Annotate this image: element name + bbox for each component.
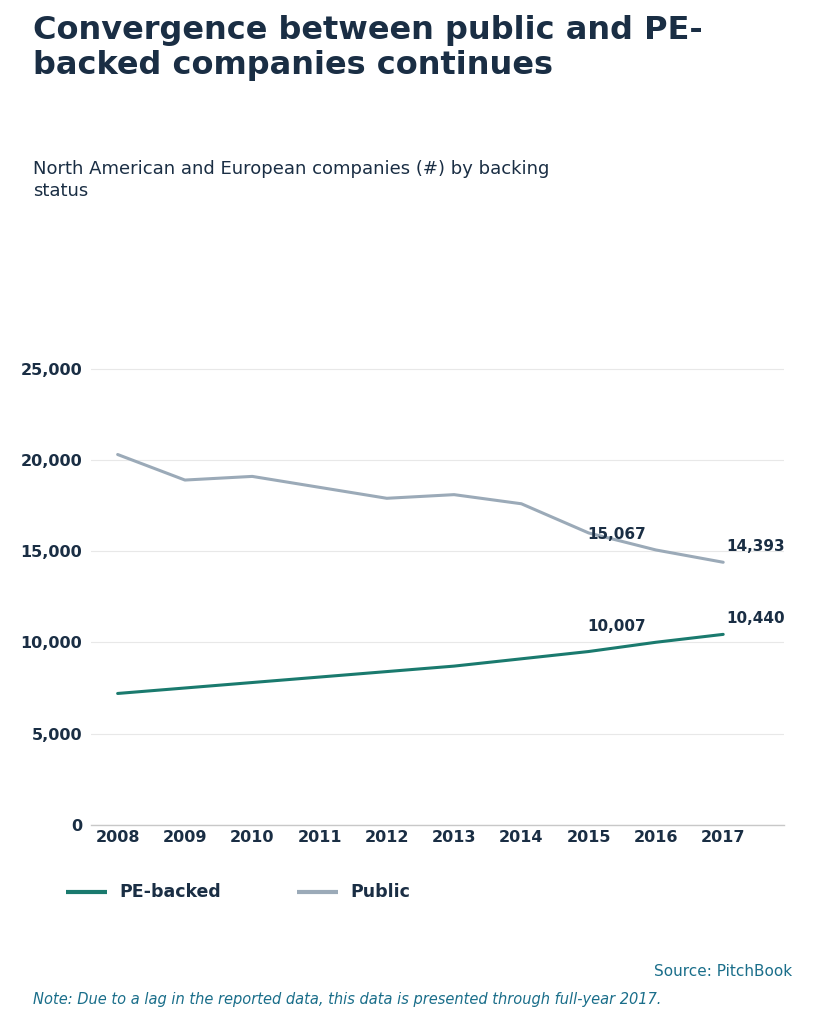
Text: 10,007: 10,007 [587,620,646,634]
Text: PE-backed: PE-backed [120,883,221,901]
Text: Note: Due to a lag in the reported data, this data is presented through full-yea: Note: Due to a lag in the reported data,… [33,992,662,1007]
Text: Convergence between public and PE-
backed companies continues: Convergence between public and PE- backe… [33,15,703,81]
Text: 15,067: 15,067 [587,527,646,542]
Text: Public: Public [351,883,411,901]
Text: North American and European companies (#) by backing
status: North American and European companies (#… [33,160,549,200]
Text: 14,393: 14,393 [727,539,785,555]
Text: 10,440: 10,440 [727,611,785,627]
Text: Source: PitchBook: Source: PitchBook [654,964,792,979]
